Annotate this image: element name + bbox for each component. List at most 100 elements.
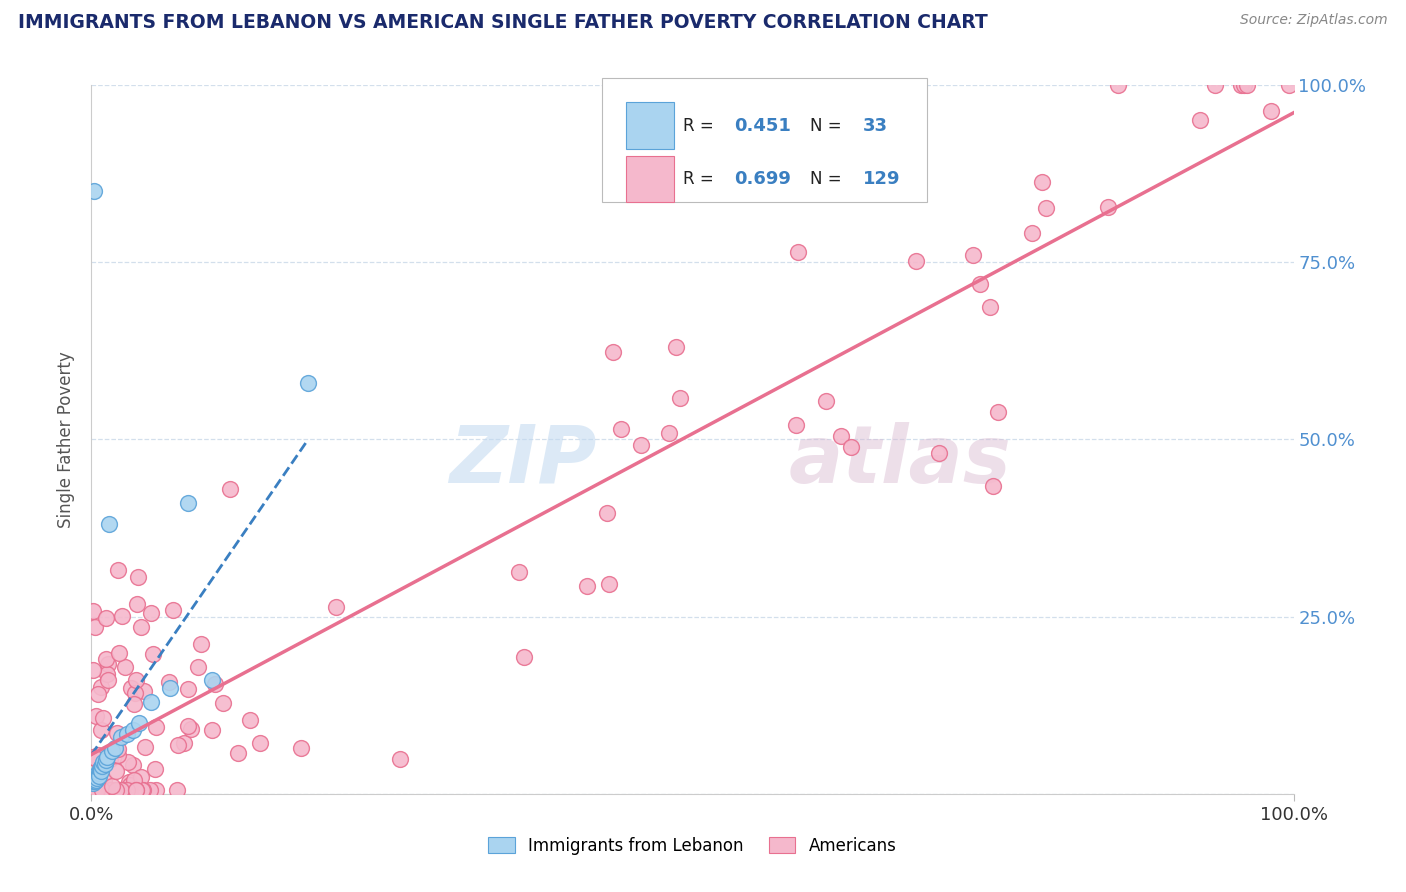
Point — [98, 783, 121, 797]
Point — [117, 783, 139, 797]
Point — [212, 696, 235, 710]
Text: R =: R = — [683, 169, 714, 187]
Text: R =: R = — [683, 117, 714, 135]
Point — [107, 742, 129, 756]
Point — [1204, 78, 1226, 92]
Point — [89, 762, 111, 776]
Text: 129: 129 — [863, 169, 901, 187]
Point — [1097, 200, 1119, 214]
Point — [84, 772, 107, 786]
Point — [90, 680, 112, 694]
Point — [114, 660, 136, 674]
Point — [138, 783, 160, 797]
Point — [598, 577, 620, 591]
Point — [96, 666, 118, 681]
Point — [110, 730, 132, 744]
Point — [111, 608, 134, 623]
Point — [1233, 78, 1256, 92]
Point — [110, 783, 132, 797]
Point — [84, 772, 107, 787]
Point — [201, 723, 224, 738]
Point — [91, 759, 114, 773]
Point — [513, 650, 536, 665]
Point — [962, 248, 984, 262]
Point — [124, 783, 146, 797]
Point — [176, 496, 198, 510]
Point — [190, 636, 212, 650]
Point — [124, 783, 146, 797]
Point — [658, 426, 681, 441]
FancyBboxPatch shape — [602, 78, 927, 202]
Point — [105, 783, 128, 797]
Point — [1107, 78, 1129, 92]
Point — [325, 600, 347, 615]
Point — [508, 565, 530, 579]
Point — [177, 719, 200, 733]
Point — [104, 764, 127, 779]
Point — [86, 772, 108, 786]
Point — [665, 340, 688, 354]
Point — [83, 783, 105, 797]
Point — [100, 783, 122, 797]
Point — [226, 747, 249, 761]
Point — [91, 783, 114, 797]
Point — [122, 723, 145, 737]
Point — [142, 647, 165, 661]
Point — [84, 774, 107, 789]
Point — [120, 681, 142, 696]
Text: 0.699: 0.699 — [734, 169, 792, 187]
Point — [117, 726, 139, 740]
Text: N =: N = — [810, 169, 842, 187]
Point — [87, 769, 110, 783]
Text: Source: ZipAtlas.com: Source: ZipAtlas.com — [1240, 13, 1388, 28]
Point — [82, 772, 104, 787]
Point — [111, 783, 134, 797]
Point — [1021, 226, 1043, 240]
Point — [141, 695, 163, 709]
Point — [218, 482, 240, 496]
Point — [97, 673, 120, 688]
Point — [97, 657, 120, 671]
Point — [122, 698, 145, 712]
Point — [93, 755, 115, 769]
Point — [83, 620, 105, 634]
Point — [786, 245, 808, 260]
Point — [145, 783, 167, 797]
Point — [124, 686, 146, 700]
Point — [93, 711, 115, 725]
Point — [1189, 113, 1212, 128]
Point — [90, 764, 112, 779]
Point — [839, 441, 862, 455]
Point — [159, 681, 181, 695]
Point — [108, 783, 131, 797]
Point — [602, 345, 624, 359]
FancyBboxPatch shape — [626, 103, 675, 149]
Point — [134, 739, 156, 754]
Point — [1260, 103, 1282, 118]
Point — [239, 714, 262, 728]
Point — [90, 723, 112, 738]
Point — [145, 720, 167, 734]
Point — [122, 757, 145, 772]
Point — [596, 506, 619, 520]
Point — [297, 376, 319, 390]
Point — [905, 254, 928, 268]
Point — [83, 184, 105, 198]
Text: ZIP: ZIP — [449, 422, 596, 500]
Point — [101, 744, 124, 758]
Point — [118, 775, 141, 789]
Point — [110, 783, 132, 797]
Point — [90, 750, 112, 764]
Text: N =: N = — [810, 117, 842, 135]
Y-axis label: Single Father Poverty: Single Father Poverty — [58, 351, 76, 528]
Point — [104, 783, 127, 797]
Point — [669, 391, 692, 405]
Point — [180, 723, 202, 737]
Point — [83, 772, 105, 787]
Point — [105, 726, 128, 740]
Point — [98, 752, 121, 766]
Point — [84, 769, 107, 783]
Point — [129, 620, 152, 634]
Point — [1236, 78, 1258, 92]
Point — [157, 674, 180, 689]
